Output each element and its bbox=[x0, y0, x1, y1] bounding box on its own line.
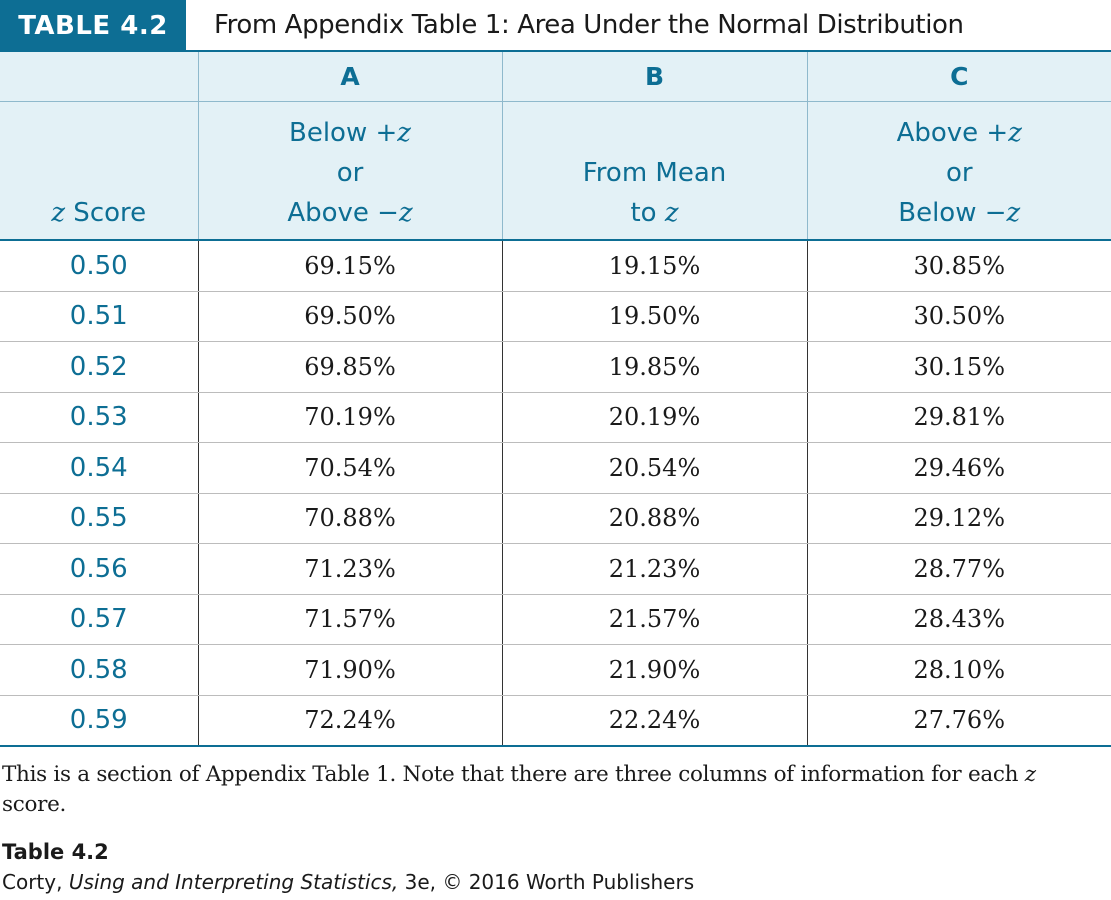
caption-text-end: score. bbox=[2, 792, 67, 817]
table-row: 0.56 71.23% 21.23% 28.77% bbox=[0, 543, 1111, 595]
heading-text: to bbox=[630, 198, 665, 228]
table-row: 0.50 69.15% 19.15% 30.85% bbox=[0, 240, 1111, 292]
caption-text: This is a section of Appendix Table 1. N… bbox=[2, 762, 1025, 787]
heading-z-symbol: z bbox=[664, 198, 679, 228]
table-row: 0.55 70.88% 20.88% 29.12% bbox=[0, 493, 1111, 544]
table-header-bar: TABLE 4.2 From Appendix Table 1: Area Un… bbox=[0, 0, 1111, 52]
column-heading-z-score: z Score bbox=[0, 101, 198, 241]
heading-z-symbol: z bbox=[1006, 198, 1021, 228]
heading-line: or bbox=[199, 153, 502, 193]
z-score-cell: 0.51 bbox=[0, 291, 198, 342]
below-plus-z-cell: 71.23% bbox=[197, 543, 502, 595]
credit-edition: 3e, © 2016 Worth Publishers bbox=[398, 870, 695, 894]
mean-to-z-cell: 20.19% bbox=[501, 392, 807, 443]
z-score-cell: 0.54 bbox=[0, 442, 198, 494]
z-score-table: A B C z Score Below +z or Above −z From Me… bbox=[0, 52, 1111, 747]
mean-to-z-cell: 21.90% bbox=[501, 644, 807, 696]
heading-text: Above + bbox=[896, 118, 1009, 148]
column-heading-row: z Score Below +z or Above −z From Mean to z… bbox=[0, 101, 1111, 241]
heading-text: Below − bbox=[898, 198, 1007, 228]
mean-to-z-cell: 20.88% bbox=[501, 493, 807, 544]
below-plus-z-cell: 69.85% bbox=[197, 341, 502, 393]
heading-line: Above +z bbox=[808, 113, 1111, 153]
credit-book-title: Using and Interpreting Statistics, bbox=[68, 870, 399, 894]
credit-label: Table 4.2 bbox=[2, 840, 109, 864]
column-letter-row: A B C bbox=[0, 52, 1111, 102]
heading-text: or bbox=[336, 158, 364, 188]
above-plus-z-cell: 28.10% bbox=[806, 644, 1111, 696]
above-plus-z-cell: 27.76% bbox=[806, 695, 1111, 747]
heading-text: Score bbox=[65, 198, 147, 228]
above-plus-z-cell: 29.12% bbox=[806, 493, 1111, 544]
table-row: 0.54 70.54% 20.54% 29.46% bbox=[0, 442, 1111, 494]
below-plus-z-cell: 71.57% bbox=[197, 594, 502, 645]
mean-to-z-cell: 19.15% bbox=[501, 240, 807, 292]
heading-line: or bbox=[808, 153, 1111, 193]
heading-line: Above −z bbox=[199, 193, 502, 233]
heading-line: From Mean bbox=[503, 153, 807, 193]
below-plus-z-cell: 70.19% bbox=[197, 392, 502, 443]
column-letter-b: B bbox=[501, 52, 807, 102]
mean-to-z-cell: 20.54% bbox=[501, 442, 807, 494]
header-rule bbox=[186, 50, 1111, 52]
column-heading-b: From Mean to z bbox=[501, 101, 807, 241]
table-body: 0.50 69.15% 19.15% 30.85% 0.51 69.50% 19.50% 30… bbox=[0, 240, 1111, 747]
heading-z-symbol: z bbox=[397, 118, 411, 148]
table-title: From Appendix Table 1: Area Under the No… bbox=[214, 10, 964, 40]
heading-line: z Score bbox=[0, 193, 198, 233]
heading-z-symbol: z bbox=[51, 198, 66, 228]
table-row: 0.59 72.24% 22.24% 27.76% bbox=[0, 695, 1111, 747]
table-row: 0.57 71.57% 21.57% 28.43% bbox=[0, 594, 1111, 645]
heading-text: From Mean bbox=[582, 158, 727, 188]
mean-to-z-cell: 21.57% bbox=[501, 594, 807, 645]
table-row: 0.58 71.90% 21.90% 28.10% bbox=[0, 644, 1111, 696]
above-plus-z-cell: 30.85% bbox=[806, 240, 1111, 292]
below-plus-z-cell: 72.24% bbox=[197, 695, 502, 747]
z-score-cell: 0.58 bbox=[0, 644, 198, 696]
below-plus-z-cell: 70.54% bbox=[197, 442, 502, 494]
table-row: 0.53 70.19% 20.19% 29.81% bbox=[0, 392, 1111, 443]
z-score-cell: 0.52 bbox=[0, 341, 198, 393]
mean-to-z-cell: 19.50% bbox=[501, 291, 807, 342]
credit-author: Corty, bbox=[2, 870, 69, 894]
heading-text: or bbox=[945, 158, 973, 188]
above-plus-z-cell: 30.50% bbox=[806, 291, 1111, 342]
z-score-cell: 0.59 bbox=[0, 695, 198, 747]
z-score-cell: 0.55 bbox=[0, 493, 198, 544]
z-score-cell: 0.50 bbox=[0, 240, 198, 292]
heading-text: Below + bbox=[289, 118, 398, 148]
heading-z-symbol: z bbox=[1008, 118, 1022, 148]
table-number-badge: TABLE 4.2 bbox=[0, 0, 186, 52]
above-plus-z-cell: 29.81% bbox=[806, 392, 1111, 443]
mean-to-z-cell: 21.23% bbox=[501, 543, 807, 595]
z-score-cell: 0.56 bbox=[0, 543, 198, 595]
column-heading-a: Below +z or Above −z bbox=[197, 101, 502, 241]
z-score-cell: 0.57 bbox=[0, 594, 198, 645]
column-letter-a: A bbox=[197, 52, 502, 102]
table-caption: This is a section of Appendix Table 1. N… bbox=[2, 760, 1102, 820]
below-plus-z-cell: 69.15% bbox=[197, 240, 502, 292]
heading-line: Below −z bbox=[808, 193, 1111, 233]
credit-line: Corty, Using and Interpreting Statistics… bbox=[2, 870, 694, 894]
heading-z-symbol: z bbox=[398, 198, 413, 228]
below-plus-z-cell: 69.50% bbox=[197, 291, 502, 342]
table-row: 0.52 69.85% 19.85% 30.15% bbox=[0, 341, 1111, 393]
z-score-cell: 0.53 bbox=[0, 392, 198, 443]
above-plus-z-cell: 30.15% bbox=[806, 341, 1111, 393]
column-letter-z bbox=[0, 52, 198, 102]
above-plus-z-cell: 29.46% bbox=[806, 442, 1111, 494]
above-plus-z-cell: 28.43% bbox=[806, 594, 1111, 645]
heading-line: Below +z bbox=[199, 113, 502, 153]
below-plus-z-cell: 70.88% bbox=[197, 493, 502, 544]
mean-to-z-cell: 22.24% bbox=[501, 695, 807, 747]
column-heading-c: Above +z or Below −z bbox=[806, 101, 1111, 241]
caption-z-symbol: z bbox=[1024, 762, 1036, 787]
column-letter-c: C bbox=[806, 52, 1111, 102]
heading-line: to z bbox=[503, 193, 807, 233]
below-plus-z-cell: 71.90% bbox=[197, 644, 502, 696]
mean-to-z-cell: 19.85% bbox=[501, 341, 807, 393]
heading-text: Above − bbox=[287, 198, 399, 228]
above-plus-z-cell: 28.77% bbox=[806, 543, 1111, 595]
table-row: 0.51 69.50% 19.50% 30.50% bbox=[0, 291, 1111, 342]
